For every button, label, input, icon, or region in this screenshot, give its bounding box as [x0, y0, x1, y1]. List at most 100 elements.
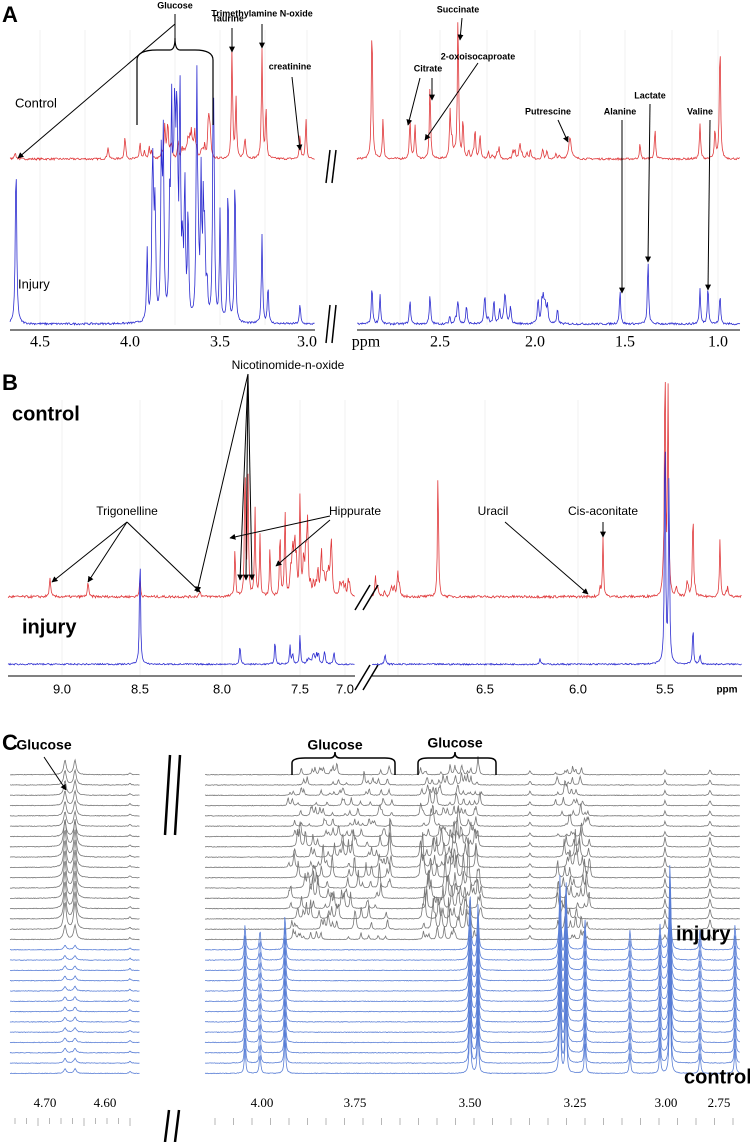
stacked-trace	[204, 802, 740, 817]
stacked-trace	[9, 1037, 140, 1044]
stacked-trace	[9, 1067, 140, 1075]
stacked-trace	[205, 895, 741, 982]
annotation: Trigonelline	[96, 504, 158, 518]
tick-label: 3.25	[564, 1095, 587, 1110]
annotation: Valine	[687, 106, 713, 116]
rule	[163, 1109, 171, 1142]
stacked-trace	[9, 1047, 140, 1054]
stacked-trace	[9, 839, 140, 869]
arrow	[247, 373, 255, 581]
stacked-trace	[204, 832, 740, 869]
stacked-trace	[204, 937, 740, 1023]
tick-label: 2.5	[430, 334, 450, 351]
tick-label: 3.5	[210, 334, 230, 351]
rule	[173, 1109, 181, 1142]
stacked-trace	[204, 926, 740, 1013]
stacked-trace	[204, 957, 741, 1044]
stacked-trace	[9, 849, 140, 879]
tick-label: ppm	[352, 334, 381, 351]
tick-label: 8.5	[131, 681, 149, 696]
tick-label: 7.0	[336, 681, 354, 696]
stacked-trace	[9, 1057, 140, 1064]
stacked-trace	[205, 816, 740, 848]
stacked-trace	[10, 1006, 140, 1013]
panel-letter: A	[2, 2, 18, 27]
annotation: Glucose	[157, 0, 193, 10]
brace	[291, 751, 396, 775]
stacked-trace	[205, 756, 740, 776]
arrow	[237, 373, 249, 581]
stacked-trace	[204, 947, 740, 1034]
stacked-trace	[205, 885, 740, 972]
stacked-trace	[9, 829, 140, 858]
tick-label: 8.0	[213, 681, 231, 696]
rule	[362, 664, 379, 691]
stacked-trace	[9, 1016, 140, 1023]
annotation: Citrate	[414, 63, 443, 73]
stacked-trace	[9, 1026, 140, 1033]
trace-label: injury	[22, 616, 77, 638]
stacked-trace	[204, 804, 740, 828]
rule	[331, 149, 337, 184]
stacked-trace	[204, 887, 740, 920]
tick-label: 3.00	[655, 1095, 678, 1110]
arrow	[275, 519, 331, 567]
stacked-trace	[204, 906, 741, 992]
stacked-trace	[9, 881, 140, 910]
panel-letter: B	[2, 370, 18, 395]
annotation: Glucose	[16, 737, 71, 753]
arrow	[229, 515, 331, 540]
rule	[354, 664, 371, 691]
trace-label: Control	[15, 95, 57, 110]
stacked-trace	[9, 860, 140, 889]
annotation: Succinate	[437, 4, 480, 14]
stacked-trace	[10, 778, 140, 797]
stacked-trace	[10, 996, 140, 1003]
tick-label: 4.60	[94, 1095, 117, 1110]
annotation: Lactate	[634, 90, 666, 100]
arrow	[17, 23, 176, 159]
tick-label: 4.5	[30, 334, 50, 351]
annotation: Putrescine	[525, 106, 571, 116]
spectrum	[7, 568, 355, 666]
tick-label: 5.5	[656, 681, 674, 696]
annotation: creatinine	[269, 61, 312, 71]
annotation: Alanine	[604, 106, 637, 116]
stacked-trace	[9, 799, 140, 817]
spectrum	[371, 381, 742, 600]
stacked-trace	[205, 848, 740, 879]
stacked-trace	[10, 768, 140, 786]
spectrum	[9, 65, 315, 326]
arrow	[291, 76, 303, 151]
stacked-trace	[9, 789, 140, 807]
arrow	[424, 62, 479, 141]
stacked-trace	[204, 865, 741, 951]
tick-label: 4.00	[251, 1095, 274, 1110]
rule	[354, 584, 371, 611]
arrow	[457, 17, 464, 41]
annotation: 2-oxoisocaproate	[441, 51, 516, 61]
annotation: Glucose	[307, 737, 362, 753]
tick-label: 6.0	[569, 681, 587, 696]
tick-label: 6.5	[476, 681, 494, 696]
stacked-trace	[205, 897, 740, 930]
stacked-trace	[205, 926, 740, 941]
spectrum	[357, 263, 741, 326]
rule	[325, 149, 331, 184]
rule	[173, 754, 182, 836]
stacked-trace	[10, 870, 140, 899]
stacked-trace	[205, 885, 740, 910]
stacked-trace	[205, 820, 740, 858]
tick-label: 3.0	[297, 334, 317, 351]
tick-label: 3.75	[344, 1095, 367, 1110]
stacked-trace	[9, 955, 140, 961]
annotation: Uracil	[478, 504, 509, 518]
arrow	[195, 373, 249, 593]
arrow	[87, 521, 128, 583]
tick-label: 3.50	[459, 1095, 482, 1110]
stacked-trace	[205, 978, 740, 1064]
tick-label: 9.0	[53, 681, 71, 696]
tick-label: 2.0	[525, 334, 545, 351]
arrow	[406, 77, 421, 126]
